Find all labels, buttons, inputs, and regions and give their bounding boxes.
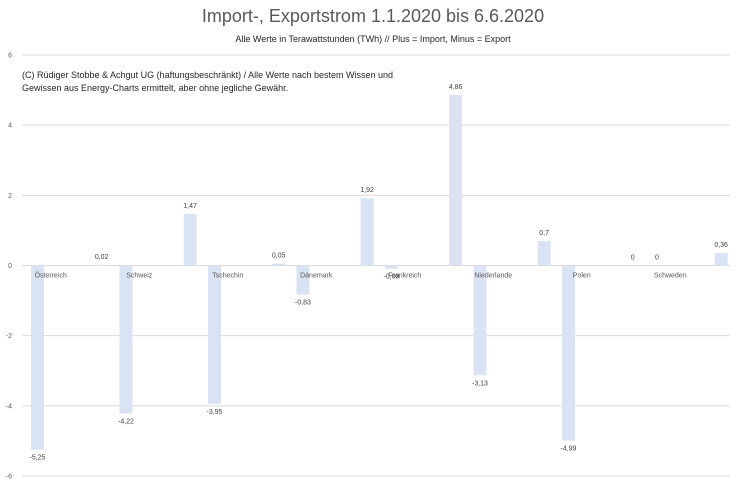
- y-tick-label: 4: [8, 123, 12, 130]
- category-label: Dänemark: [300, 273, 333, 280]
- bar: [183, 213, 197, 266]
- chart-subtitle: Alle Werte in Terawattstunden (TWh) // P…: [235, 34, 511, 44]
- bar: [473, 265, 487, 376]
- data-label: -0,09: [384, 274, 400, 281]
- data-label: 4,86: [449, 84, 463, 91]
- category-label: Tschechin: [212, 273, 243, 280]
- data-label: 0: [631, 255, 635, 262]
- y-tick-label: -6: [6, 474, 12, 481]
- category-label: Niederlande: [474, 273, 512, 280]
- bar: [30, 265, 44, 450]
- y-tick-label: 2: [8, 193, 12, 200]
- bar: [207, 265, 221, 405]
- data-label: -5,25: [30, 455, 46, 462]
- data-label: -3,13: [472, 380, 488, 387]
- data-labels: -5,25 0,02 -4,22 1,47 -3,95 0,05 -0,83 1,92 -0,0…: [30, 84, 729, 462]
- data-label: 0,36: [714, 242, 728, 249]
- category-labels: Österreich Schweiz Tschechin Dänemark Frankr…: [35, 272, 687, 280]
- chart-title: Import-, Exportstrom 1.1.2020 bis 6.6.20…: [201, 6, 545, 26]
- data-label: 0: [655, 255, 659, 262]
- bar: [714, 252, 728, 266]
- category-label: Schweiz: [126, 273, 153, 280]
- data-label: -3,95: [207, 409, 223, 416]
- bar: [449, 94, 463, 266]
- category-label: Frankreich: [388, 273, 421, 280]
- y-tick-label: -4: [6, 403, 12, 410]
- bar: [296, 265, 310, 295]
- data-label: 1,92: [360, 187, 374, 194]
- y-tick-label: 6: [8, 53, 12, 60]
- bar: [360, 198, 374, 266]
- category-label: Österreich: [35, 272, 67, 280]
- data-label: -0,83: [295, 300, 311, 307]
- y-axis-ticks: 6 4 2 0 -2 -4 -6: [6, 53, 12, 481]
- data-label: 0,05: [272, 253, 286, 260]
- bar: [537, 240, 551, 266]
- bar: [119, 265, 133, 414]
- bar: [95, 264, 109, 266]
- y-tick-label: 0: [8, 263, 12, 270]
- bar: [561, 265, 575, 441]
- copyright-note: (C) Rüdiger Stobbe & Achgut UG (haftungs…: [22, 70, 394, 93]
- data-label: 0,02: [95, 254, 109, 261]
- category-label: Schweden: [654, 273, 687, 280]
- bar: [272, 263, 286, 266]
- bars: [30, 94, 728, 450]
- data-label: -4,99: [561, 446, 577, 453]
- data-label: -4,22: [118, 419, 134, 426]
- gridlines: [22, 54, 730, 477]
- bar: [384, 265, 398, 269]
- data-label: 1,47: [183, 203, 197, 210]
- y-tick-label: -2: [6, 333, 12, 340]
- category-label: Polen: [573, 273, 591, 280]
- data-label: 0,7: [539, 230, 549, 237]
